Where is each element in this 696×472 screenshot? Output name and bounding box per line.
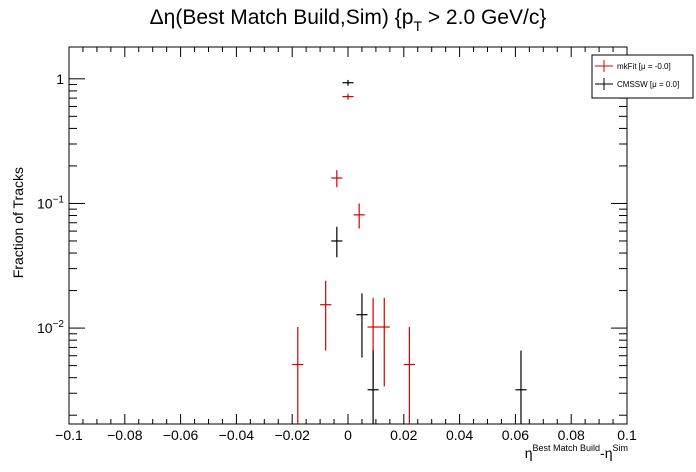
chart-title: Δη(Best Match Build,Sim) {pT > 2.0 GeV/c… bbox=[150, 6, 547, 34]
legend-box bbox=[591, 54, 694, 99]
legend-label-cmssw: CMSSW [μ = 0.0] bbox=[617, 80, 679, 89]
chart-title-tail: > 2.0 GeV/c} bbox=[422, 6, 546, 29]
x-axis-label-base: η bbox=[525, 445, 533, 461]
x-tick-label: −0.1 bbox=[55, 427, 83, 443]
y-axis-ticks: 10−2 10−1 1 bbox=[37, 71, 627, 416]
x-axis-label: ηBest Match Build-ηSim bbox=[525, 443, 628, 461]
data-series bbox=[292, 79, 527, 424]
y-tick-label: 1 bbox=[56, 71, 64, 87]
x-tick-label: 0.06 bbox=[502, 427, 529, 443]
x-axis-label-mid: -η bbox=[600, 445, 612, 461]
x-axis-ticks: −0.1 −0.08 −0.06 −0.04 −0.02 0 0.02 0.04 0.06 0.0… bbox=[55, 47, 637, 443]
y-tick-label: 10−1 bbox=[37, 194, 64, 211]
x-tick-label: −0.06 bbox=[163, 427, 199, 443]
x-tick-label: 0.04 bbox=[446, 427, 473, 443]
x-axis-label-sup2: Sim bbox=[613, 443, 629, 453]
chart-title-main: Δη(Best Match Build,Sim) {p bbox=[150, 6, 414, 29]
x-tick-label: 0 bbox=[344, 427, 352, 443]
series-1 bbox=[331, 79, 527, 424]
chart-title-sub: T bbox=[413, 18, 422, 34]
x-tick-label: 0.02 bbox=[390, 427, 417, 443]
x-tick-label: 0.1 bbox=[617, 427, 637, 443]
legend-label-mkfit: mkFit [μ = -0.0] bbox=[617, 62, 671, 71]
x-axis-label-sup1: Best Match Build bbox=[533, 443, 601, 453]
x-tick-label: −0.08 bbox=[107, 427, 143, 443]
x-tick-label: −0.02 bbox=[274, 427, 310, 443]
x-tick-label: 0.08 bbox=[558, 427, 585, 443]
x-tick-label: −0.04 bbox=[219, 427, 255, 443]
series-0 bbox=[292, 93, 415, 424]
y-axis-label: Fraction of Tracks bbox=[10, 167, 26, 278]
legend: mkFit [μ = -0.0] CMSSW [μ = 0.0] bbox=[591, 54, 694, 99]
y-tick-label: 10−2 bbox=[37, 319, 64, 336]
